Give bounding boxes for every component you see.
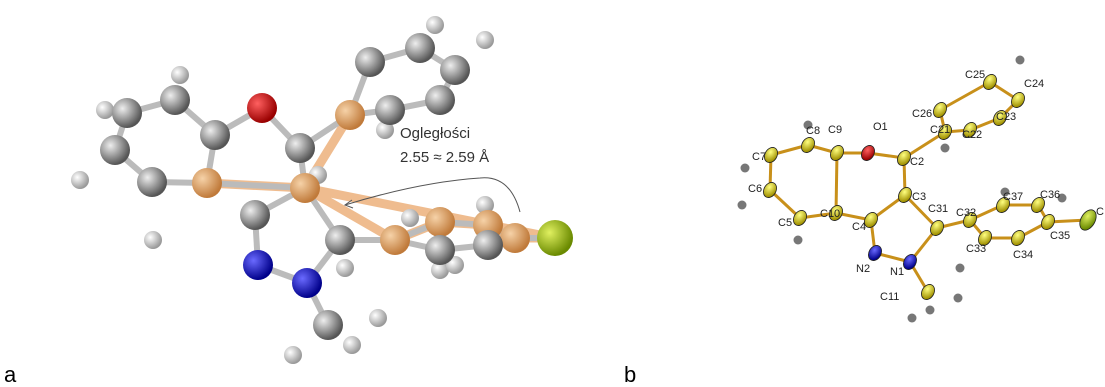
atom — [160, 85, 190, 115]
atom-label: C32 — [956, 207, 976, 219]
atom — [1009, 228, 1027, 248]
atom-label: C22 — [962, 129, 982, 141]
atom-label: C33 — [966, 243, 986, 255]
atom-label: C7 — [752, 151, 766, 163]
atom — [799, 135, 817, 155]
hydrogen — [954, 294, 963, 303]
atom — [355, 47, 385, 77]
hydrogen — [336, 259, 354, 277]
hydrogen — [144, 231, 162, 249]
atom — [137, 167, 167, 197]
atom — [313, 310, 343, 340]
hydrogen — [741, 164, 750, 173]
hydrogen — [71, 171, 89, 189]
atom — [919, 282, 937, 302]
panel-label: b — [624, 362, 636, 387]
atom — [380, 225, 410, 255]
hydrogen — [738, 201, 747, 210]
ortep-structure: O1 C9 C8 C7 C6 C5 C10 C4 C3 C2 C21 C26 C25 C24 C23 C22 C… — [738, 56, 1105, 323]
atom — [537, 220, 573, 256]
hydrogen — [369, 309, 387, 327]
hydrogen — [401, 209, 419, 227]
atom — [859, 143, 877, 163]
atom — [1039, 212, 1057, 232]
atom — [425, 235, 455, 265]
atom-label: C36 — [1040, 189, 1060, 201]
atom — [440, 55, 470, 85]
hydrogen — [1016, 56, 1025, 65]
atom — [405, 33, 435, 63]
atom-label: C25 — [965, 69, 985, 81]
atom-label: C21 — [930, 124, 950, 136]
hydrogen — [956, 264, 965, 273]
atom-label: C3 — [912, 191, 926, 203]
atom — [828, 143, 846, 163]
hydrogen — [284, 346, 302, 364]
hydrogen — [343, 336, 361, 354]
atom-label: C8 — [806, 125, 820, 137]
atom-label: C6 — [748, 183, 762, 195]
annotation-title: Ogległości — [400, 125, 470, 142]
atom — [100, 135, 130, 165]
atom-label: C5 — [778, 217, 792, 229]
bond — [940, 82, 990, 110]
atom-label: C34 — [1013, 249, 1033, 261]
atom-label: N2 — [856, 263, 870, 275]
atom-label: O1 — [873, 121, 888, 133]
atom-label: C26 — [912, 108, 932, 120]
atom-label: C23 — [996, 111, 1016, 123]
atom — [473, 230, 503, 260]
atom-label: N1 — [890, 266, 904, 278]
atom — [292, 268, 322, 298]
hydrogen — [426, 16, 444, 34]
atom-label: C10 — [820, 208, 840, 220]
hydrogen — [908, 314, 917, 323]
atom — [425, 85, 455, 115]
annotation-distance: 2.55 ≈ 2.59 Å — [400, 149, 489, 166]
atom — [243, 250, 273, 280]
atom — [285, 133, 315, 163]
atom-label: C2 — [910, 156, 924, 168]
atom-label: C35 — [1050, 230, 1070, 242]
molecule-3d — [71, 16, 573, 364]
atom-label: C11 — [880, 291, 899, 303]
hydrogen — [794, 236, 803, 245]
atom-label: C4 — [852, 221, 866, 233]
atom-label: C37 — [1003, 191, 1023, 203]
atom — [375, 95, 405, 125]
hydrogen — [941, 144, 950, 153]
hydrogen — [96, 101, 114, 119]
atom-label: C — [1096, 206, 1104, 218]
atom — [192, 168, 222, 198]
bond — [836, 153, 837, 213]
figure: O1 C9 C8 C7 C6 C5 C10 C4 C3 C2 C21 C26 C25 C24 C23 C22 C… — [0, 0, 1105, 387]
atom — [931, 100, 949, 120]
panel-label: a — [4, 362, 17, 387]
hydrogen — [926, 306, 935, 315]
atom — [247, 93, 277, 123]
atom — [425, 207, 455, 237]
atom — [200, 120, 230, 150]
atom — [866, 243, 884, 263]
atom — [112, 98, 142, 128]
hydrogen — [476, 31, 494, 49]
atom-label: C31 — [928, 203, 948, 215]
atom — [335, 100, 365, 130]
atom — [290, 173, 320, 203]
hydrogen — [171, 66, 189, 84]
atom-label: C24 — [1024, 78, 1044, 90]
atom — [500, 223, 530, 253]
atom — [325, 225, 355, 255]
atom — [240, 200, 270, 230]
atom-label: C9 — [828, 124, 842, 136]
